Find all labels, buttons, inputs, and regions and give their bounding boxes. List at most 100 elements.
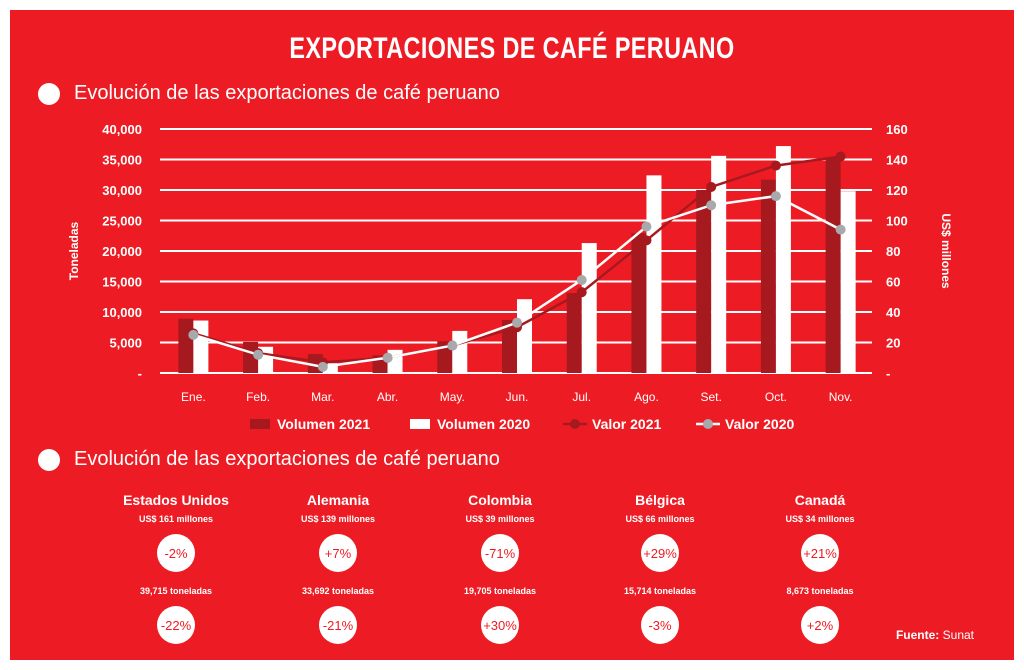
- bar-volumen-2020: [711, 155, 727, 373]
- point-valor-2021: [641, 235, 652, 246]
- tons-change-badge: -3%: [641, 606, 679, 644]
- point-valor-2020: [188, 329, 199, 340]
- y2-tick-label: 140: [886, 153, 908, 168]
- y2-tick-label: 160: [886, 122, 908, 137]
- exports-chart: - - 5,000 20 10,000 40 15,000 60 20,000 80 25,000 1…: [67, 122, 953, 432]
- bar-volumen-2021: [760, 179, 776, 373]
- bar-volumen-2020: [193, 320, 209, 373]
- country-name: Canadá: [794, 492, 846, 508]
- x-tick-label: Set.: [701, 390, 722, 404]
- point-valor-2020: [770, 191, 781, 202]
- infographic: EXPORTACIONES DE CAFÉ PERUANO Evolución …: [10, 10, 1014, 660]
- point-valor-2020: [382, 352, 393, 363]
- y2-axis-label: US$ millones: [939, 213, 953, 289]
- x-tick-label: Oct.: [765, 390, 787, 404]
- country-tons: 33,692 toneladas: [301, 586, 375, 596]
- bar-volumen-2021: [631, 233, 647, 373]
- bar-volumen-2020: [517, 299, 532, 373]
- bar-volumen-2020: [581, 243, 597, 373]
- y2-tick-label: -: [886, 366, 890, 381]
- country-value: US$ 161 millones: [138, 514, 214, 524]
- point-valor-2021: [576, 287, 587, 298]
- section-heading-1: Evolución de las exportaciones de café p…: [38, 82, 500, 105]
- x-tick-label: Feb.: [246, 390, 270, 404]
- country-value: US$ 139 millones: [300, 514, 376, 524]
- country-value: US$ 39 millones: [465, 514, 535, 524]
- page-title: EXPORTACIONES DE CAFÉ PERUANO: [289, 32, 735, 65]
- country-tons: 15,714 toneladas: [623, 586, 697, 596]
- y-tick-label: 40,000: [102, 122, 142, 137]
- legend-marker: [570, 419, 580, 429]
- y-axis-label: Toneladas: [67, 221, 81, 280]
- bar-volumen-2020: [322, 363, 338, 373]
- value-change-badge: -71%: [481, 534, 519, 572]
- point-valor-2020: [835, 224, 846, 235]
- value-change-badge: +21%: [801, 534, 839, 572]
- point-valor-2020: [253, 349, 264, 360]
- tons-change-badge: +30%: [481, 606, 519, 644]
- legend-label: Valor 2020: [725, 416, 794, 432]
- bar-volumen-2021: [825, 157, 841, 373]
- x-tick-label: Abr.: [377, 390, 398, 404]
- y2-tick-label: 100: [886, 214, 908, 229]
- tons-change-badge: +2%: [801, 606, 839, 644]
- bar-volumen-2021: [696, 190, 712, 373]
- value-change-badge: +7%: [319, 534, 357, 572]
- y-tick-label: -: [138, 366, 142, 381]
- point-valor-2021: [835, 151, 846, 162]
- bullet-icon: [38, 448, 60, 471]
- point-valor-2020: [317, 361, 328, 372]
- y2-tick-label: 60: [886, 275, 900, 290]
- y-tick-label: 30,000: [102, 183, 142, 198]
- legend-marker: [703, 419, 713, 429]
- value-change-badge: +29%: [641, 534, 679, 572]
- legend-label: Valor 2021: [592, 416, 661, 432]
- point-valor-2021: [770, 160, 781, 171]
- country-tons: 8,673 toneladas: [786, 586, 854, 596]
- bullet-icon: [38, 82, 60, 105]
- section-title: Evolución de las exportaciones de café p…: [74, 448, 500, 470]
- bar-volumen-2020: [840, 191, 856, 373]
- country-name: Bélgica: [635, 492, 685, 508]
- x-tick-label: Jun.: [506, 390, 529, 404]
- y-tick-label: 25,000: [102, 214, 142, 229]
- y-tick-label: 35,000: [102, 153, 142, 168]
- bar-volumen-2021: [566, 293, 582, 373]
- bar-volumen-2021: [502, 319, 517, 373]
- country-card: Canadá US$ 34 millones +21% 8,673 tonela…: [740, 492, 900, 644]
- x-tick-label: Ene.: [181, 390, 206, 404]
- x-tick-label: Ago.: [634, 390, 659, 404]
- tons-change-badge: -21%: [319, 606, 357, 644]
- bar-volumen-2021: [437, 341, 453, 373]
- source-note: Fuente: Sunat: [896, 628, 974, 642]
- legend-label: Volumen 2020: [437, 416, 530, 432]
- x-tick-label: Mar.: [311, 390, 334, 404]
- bar-volumen-2021: [178, 318, 194, 373]
- point-valor-2020: [576, 274, 587, 285]
- bar-volumen-2020: [452, 330, 468, 373]
- source-value: Sunat: [942, 628, 974, 642]
- country-card: Colombia US$ 39 millones -71% 19,705 ton…: [420, 492, 580, 644]
- country-name: Colombia: [468, 492, 532, 508]
- y-tick-label: 10,000: [102, 305, 142, 320]
- country-value: US$ 34 millones: [785, 514, 855, 524]
- y2-tick-label: 40: [886, 305, 900, 320]
- y2-tick-label: 20: [886, 336, 900, 351]
- y2-tick-label: 80: [886, 244, 900, 259]
- y-tick-label: 20,000: [102, 244, 142, 259]
- legend-swatch: [410, 419, 430, 429]
- country-value: US$ 66 millones: [625, 514, 695, 524]
- point-valor-2020: [706, 200, 717, 211]
- country-tons: 39,715 toneladas: [139, 586, 213, 596]
- section-heading-2: Evolución de las exportaciones de café p…: [38, 448, 500, 471]
- country-tons: 19,705 toneladas: [463, 586, 537, 596]
- bar-volumen-2020: [646, 175, 662, 373]
- x-tick-label: Nov.: [829, 390, 853, 404]
- point-valor-2020: [447, 340, 458, 351]
- value-change-badge: -2%: [157, 534, 195, 572]
- source-label: Fuente:: [895, 628, 940, 642]
- country-name: Estados Unidos: [123, 492, 229, 508]
- section-title: Evolución de las exportaciones de café p…: [74, 82, 500, 104]
- country-card: Bélgica US$ 66 millones +29% 15,714 tone…: [580, 492, 740, 644]
- x-tick-label: May.: [440, 390, 465, 404]
